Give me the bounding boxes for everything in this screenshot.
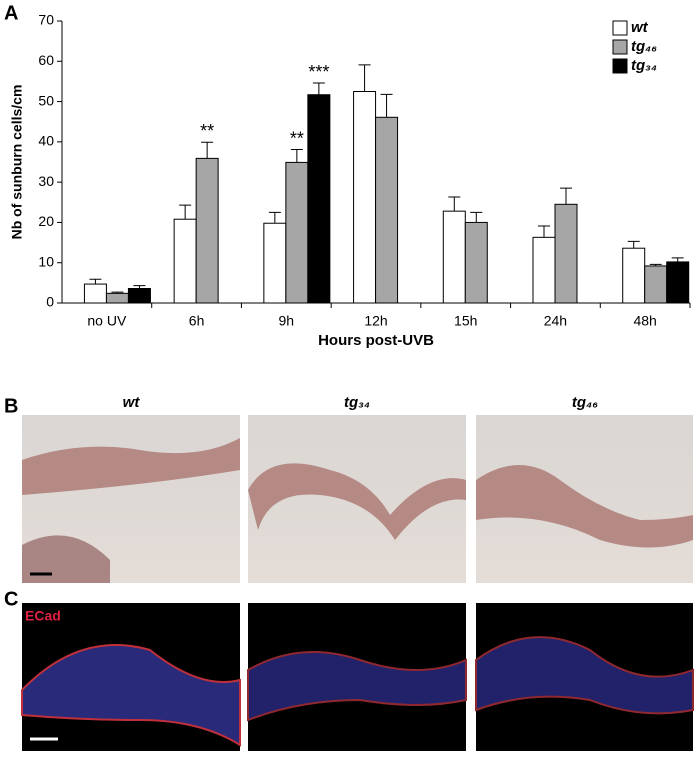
bar	[173, 218, 197, 304]
error-bar	[179, 204, 192, 220]
panel-b-images	[22, 415, 693, 583]
bar	[83, 283, 107, 304]
legend-swatch	[612, 39, 628, 55]
error-bar	[538, 225, 550, 238]
column-title: tg₃₄	[344, 394, 370, 411]
column-title: wt	[123, 394, 141, 411]
bar	[263, 222, 287, 304]
y-tick-label: 50	[38, 92, 54, 108]
bar	[127, 287, 151, 304]
x-tick-label: 9h	[278, 313, 294, 329]
significance: **	[290, 128, 304, 148]
y-tick-label: 0	[46, 294, 54, 310]
y-tick-label: 40	[38, 133, 54, 149]
y-tick-label: 20	[38, 213, 54, 229]
bar	[307, 94, 331, 304]
bar	[105, 292, 129, 304]
bar	[442, 210, 466, 304]
bar	[532, 236, 556, 304]
column-title: tg₄₆	[572, 394, 598, 411]
panel-c-images	[21, 603, 694, 751]
error-bar	[380, 93, 393, 118]
bar	[195, 157, 219, 304]
x-tick-label: 48h	[633, 313, 656, 329]
y-tick-label: 10	[38, 253, 54, 269]
x-tick-label: no UV	[87, 313, 127, 329]
bar	[666, 261, 690, 304]
error-bar	[560, 187, 572, 205]
legend-swatch	[612, 20, 628, 36]
bar	[353, 91, 377, 304]
error-bar	[448, 196, 461, 212]
y-tick-label: 60	[38, 52, 54, 68]
bar	[285, 161, 309, 304]
x-tick-label: 15h	[454, 313, 477, 329]
error-bar	[649, 263, 662, 266]
error-bar	[627, 240, 640, 249]
x-tick-label: 24h	[544, 313, 567, 329]
panel-label: C	[4, 588, 18, 610]
error-bar	[312, 82, 325, 95]
y-tick-label: 30	[38, 173, 54, 189]
legend-label: tg₃₄	[631, 57, 657, 74]
y-tick-label: 70	[38, 12, 54, 28]
panel-label: A	[4, 2, 18, 24]
error-bar	[470, 211, 483, 223]
bar	[554, 203, 578, 304]
bar	[622, 247, 646, 304]
bar	[644, 265, 668, 304]
panel-label: B	[4, 395, 18, 417]
x-tick-label: 6h	[189, 313, 205, 329]
legend-label: tg₄₆	[631, 38, 657, 55]
y-axis-title: Nb of sunburn cells/cm	[9, 85, 25, 240]
error-bar	[290, 149, 303, 163]
significance: **	[200, 121, 214, 141]
chart: 0 10 20 30 40 50 60 70 Nb of sunburn cells/cm Hou…	[9, 12, 691, 349]
x-tick-label: 12h	[364, 313, 387, 329]
legend-swatch	[612, 58, 628, 74]
x-axis-title: Hours post-UVB	[318, 332, 434, 349]
error-bar	[133, 285, 146, 289]
error-bar	[268, 211, 281, 224]
error-bar	[201, 141, 214, 159]
error-bar	[89, 278, 102, 285]
error-bar	[111, 291, 124, 294]
bar	[375, 116, 399, 304]
error-bar	[358, 64, 371, 92]
significance: ***	[308, 62, 329, 82]
stain-label: ECad	[25, 608, 61, 624]
legend-label: wt	[631, 19, 649, 36]
bar	[464, 221, 488, 304]
error-bar	[671, 257, 684, 262]
